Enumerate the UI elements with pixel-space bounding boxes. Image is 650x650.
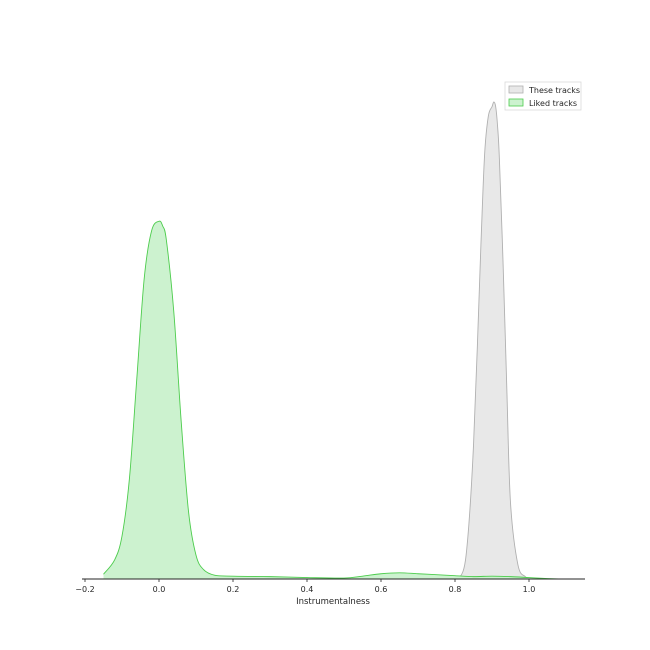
legend-swatch-liked-tracks bbox=[508, 98, 524, 107]
density-area-liked-tracks bbox=[103, 221, 559, 579]
legend-swatch-these-tracks bbox=[508, 85, 524, 94]
legend-label-liked-tracks: Liked tracks bbox=[529, 99, 577, 108]
plot-area bbox=[103, 101, 559, 580]
x-tick-label: 0.8 bbox=[449, 585, 462, 594]
density-area-these-tracks bbox=[458, 102, 529, 579]
legend: These tracks Liked tracks bbox=[504, 81, 582, 111]
x-tick-label: 0.6 bbox=[375, 585, 388, 594]
x-axis-label: Instrumentalness bbox=[296, 597, 370, 607]
density-line-these-tracks bbox=[458, 101, 530, 580]
x-tick-label: 1.0 bbox=[523, 585, 536, 594]
legend-label-these-tracks: These tracks bbox=[528, 86, 580, 95]
x-tick-label: −0.2 bbox=[75, 585, 94, 594]
x-tick-label: 0.2 bbox=[227, 585, 240, 594]
x-tick-label: 0.4 bbox=[301, 585, 314, 594]
x-tick-label: 0.0 bbox=[153, 585, 166, 594]
x-ticks: −0.2 0.0 0.2 0.4 0.6 0.8 1.0 bbox=[75, 579, 535, 594]
density-line-liked-tracks bbox=[103, 220, 559, 580]
